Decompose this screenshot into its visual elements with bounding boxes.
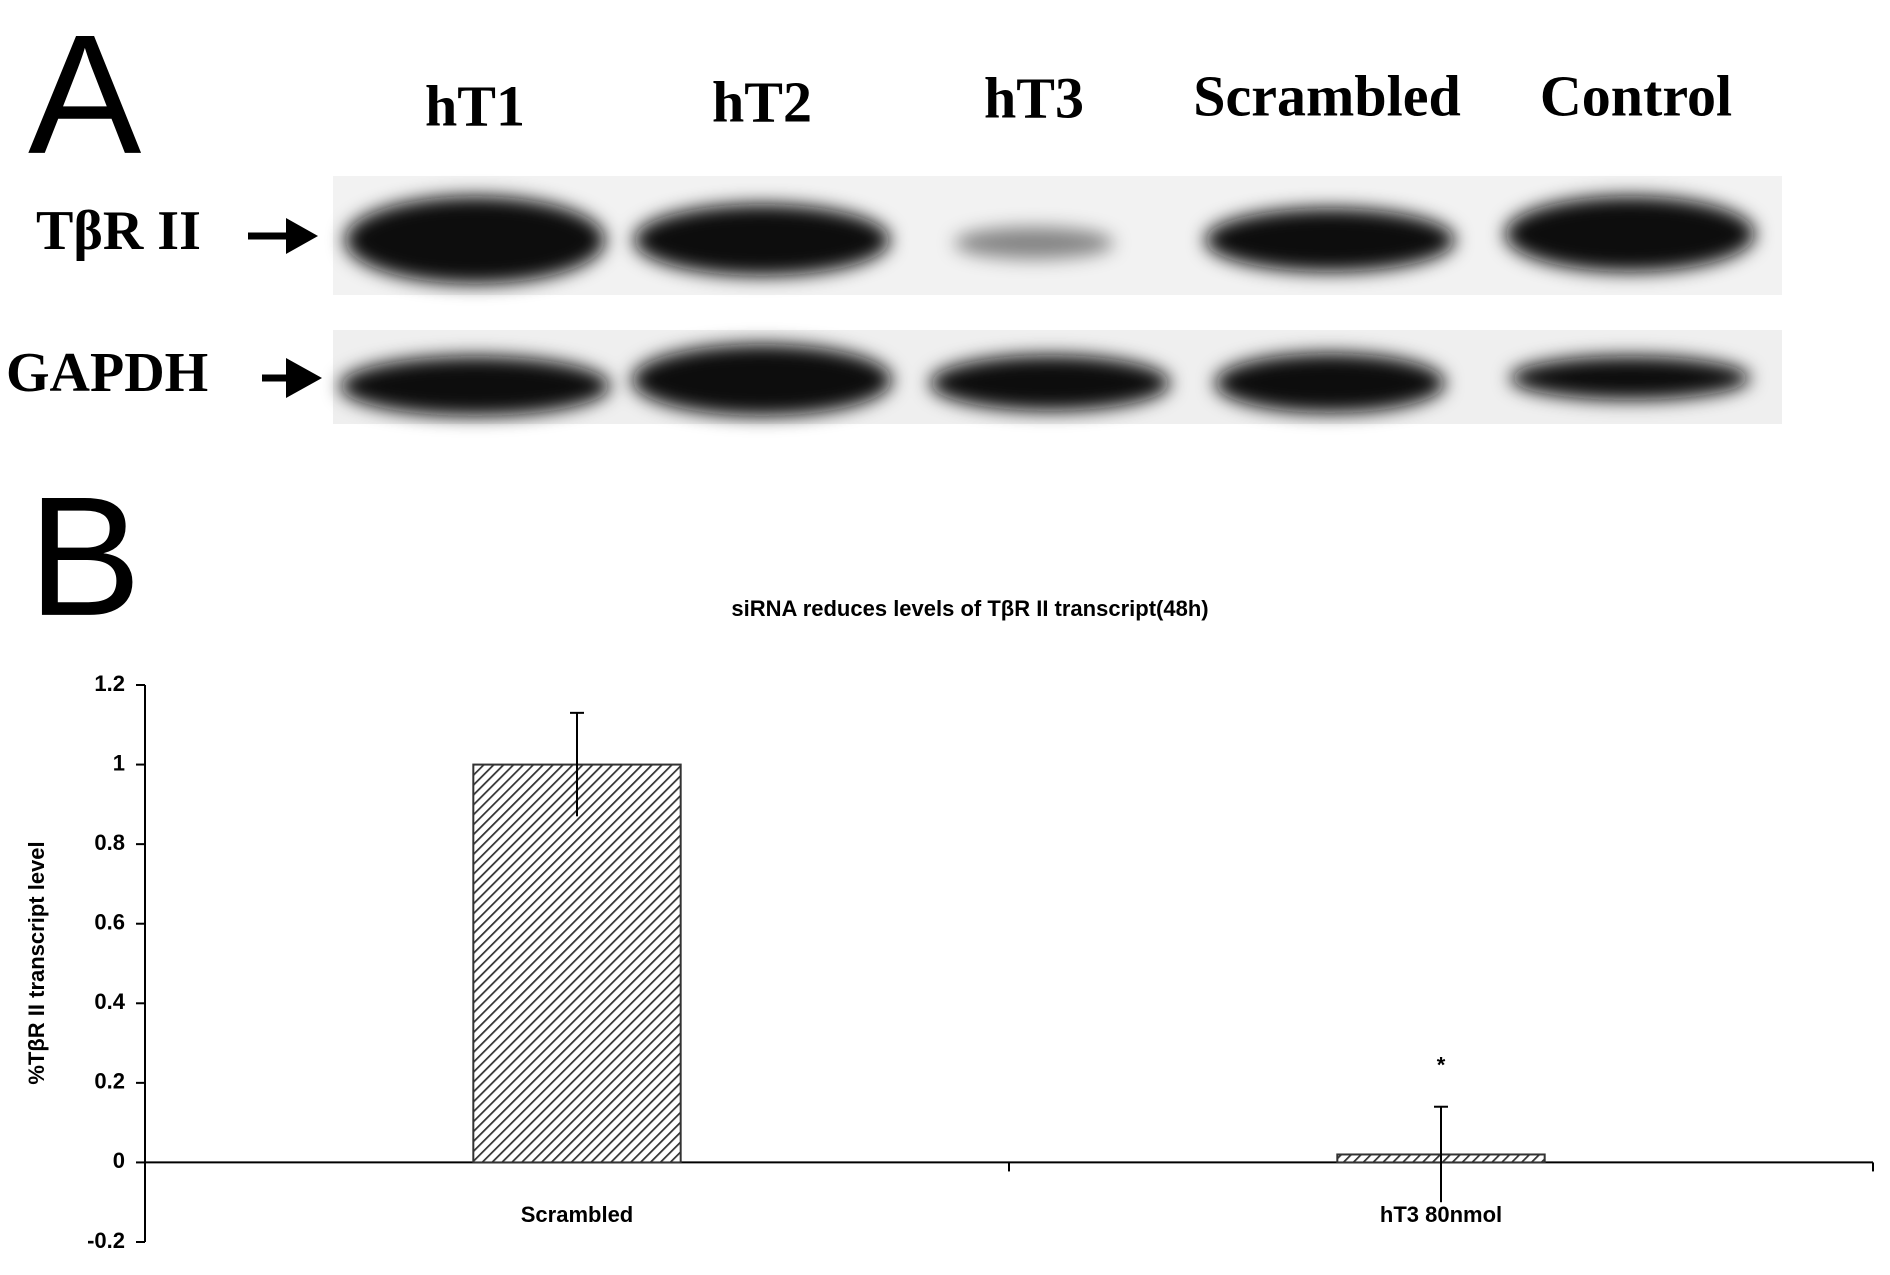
row-label: TβR II bbox=[36, 200, 201, 262]
panel-label: B bbox=[28, 462, 141, 652]
lane-label: Scrambled bbox=[1193, 63, 1460, 128]
band bbox=[1505, 196, 1755, 272]
bar bbox=[472, 763, 682, 1164]
band bbox=[1510, 356, 1750, 400]
y-tick-label: 0.4 bbox=[94, 989, 125, 1014]
lane-labels: hT1 hT2 hT3 Scrambled Control bbox=[425, 63, 1732, 138]
y-tick-label: 0.6 bbox=[94, 910, 125, 935]
y-tick-label: 0.2 bbox=[94, 1069, 125, 1094]
x-tick-label: Scrambled bbox=[521, 1202, 634, 1227]
band bbox=[930, 355, 1170, 411]
lane-label: hT3 bbox=[984, 65, 1084, 130]
band bbox=[632, 344, 892, 416]
band bbox=[1205, 208, 1455, 272]
panel-label: A bbox=[28, 0, 142, 190]
bands bbox=[340, 196, 1755, 416]
band bbox=[1215, 353, 1445, 413]
band bbox=[345, 196, 605, 284]
y-tick-label: 1.2 bbox=[94, 671, 125, 696]
annotation: * bbox=[1437, 1053, 1446, 1078]
chart-title: siRNA reduces levels of TβR II transcrip… bbox=[731, 596, 1208, 621]
arrows bbox=[248, 218, 322, 398]
y-tick-label: 1 bbox=[113, 750, 125, 775]
band bbox=[954, 227, 1114, 259]
y-axis-label: %TβR II transcript level bbox=[24, 841, 49, 1084]
x-tick-label: hT3 80nmol bbox=[1380, 1202, 1502, 1227]
row-label: GAPDH bbox=[6, 342, 208, 404]
band bbox=[634, 204, 890, 276]
y-tick-label: -0.2 bbox=[87, 1228, 125, 1253]
lane-label: Control bbox=[1540, 63, 1732, 128]
y-tick-label: 0 bbox=[113, 1148, 125, 1173]
band bbox=[340, 356, 610, 416]
y-tick-label: 0.8 bbox=[94, 830, 125, 855]
lane-label: hT1 bbox=[425, 73, 525, 138]
lane-label: hT2 bbox=[712, 69, 812, 134]
